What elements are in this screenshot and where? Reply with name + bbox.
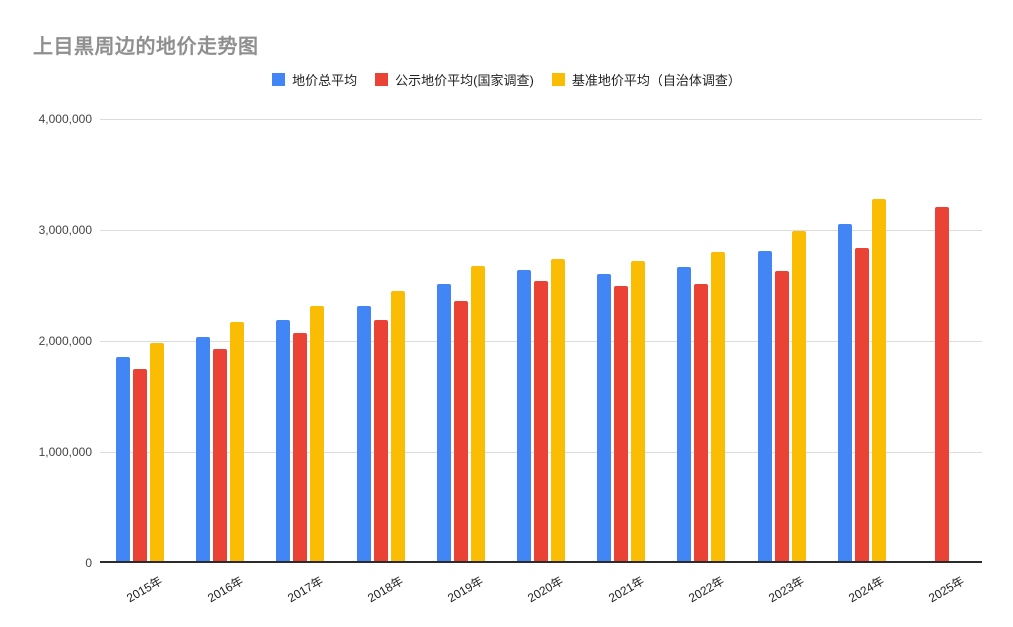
bar-基准地价平均（自治体调查）-2023年[interactable]	[791, 231, 806, 561]
bar-group-2018年: 2018年	[341, 119, 421, 605]
bar-地价总平均-2018年[interactable]	[356, 305, 371, 561]
bar-公示地价平均(国家调查)-2021年[interactable]	[614, 285, 629, 561]
bar-group-2015年: 2015年	[100, 119, 180, 605]
legend-item-official-price: 公示地价平均(国家调查)	[375, 70, 534, 89]
legend-item-benchmark-price: 基准地价平均（自治体调查）	[551, 70, 741, 89]
x-tick-label: 2025年	[926, 573, 967, 606]
x-tick-label: 2017年	[284, 573, 326, 606]
bar-group-2019年: 2019年	[421, 119, 501, 605]
bar-基准地价平均（自治体调查）-2019年[interactable]	[470, 265, 485, 561]
x-tick-label: 2019年	[445, 573, 486, 606]
bar-group-2021年: 2021年	[581, 119, 661, 605]
gridline	[100, 119, 982, 120]
bar-地价总平均-2019年[interactable]	[436, 283, 451, 561]
bar-公示地价平均(国家调查)-2015年[interactable]	[133, 368, 148, 561]
bar-基准地价平均（自治体调查）-2015年[interactable]	[150, 343, 165, 561]
y-axis: 4,000,000 3,000,000 2,000,000 1,000,000 0	[0, 112, 92, 570]
x-tick-label: 2018年	[365, 573, 406, 606]
bar-groups: 2015年 2016年 2017年 2018年 2019年 2020年 2021年 2022年…	[100, 119, 982, 605]
bar-基准地价平均（自治体调查）-2016年[interactable]	[230, 322, 245, 561]
y-tick-label: 1,000,000	[38, 445, 92, 459]
x-tick-label: 2021年	[605, 573, 647, 606]
bar-公示地价平均(国家调查)-2017年[interactable]	[293, 333, 308, 561]
bar-基准地价平均（自治体调查）-2022年[interactable]	[711, 252, 726, 561]
bar-group-2025年: 2025年	[902, 119, 982, 605]
x-tick-label: 2015年	[124, 573, 166, 606]
bar-公示地价平均(国家调查)-2022年[interactable]	[694, 283, 709, 561]
legend-label: 地价总平均	[292, 73, 358, 88]
bar-公示地价平均(国家调查)-2019年[interactable]	[453, 301, 468, 561]
chart-title: 上目黒周边的地价走势图	[33, 36, 259, 58]
bar-基准地价平均（自治体调查）-2018年[interactable]	[390, 291, 405, 561]
bar-地价总平均-2015年[interactable]	[116, 356, 131, 561]
legend-swatch-blue-icon	[272, 73, 286, 86]
bar-group-2022年: 2022年	[661, 119, 741, 605]
x-tick-label: 2020年	[525, 573, 567, 606]
y-tick-label: 2,000,000	[38, 334, 92, 348]
bar-公示地价平均(国家调查)-2024年[interactable]	[854, 247, 869, 561]
legend-label: 基准地价平均（自治体调查）	[571, 73, 741, 88]
bar-基准地价平均（自治体调查）-2020年[interactable]	[551, 259, 566, 561]
gridline	[100, 230, 982, 231]
bar-group-2020年: 2020年	[501, 119, 581, 605]
legend-swatch-yellow-icon	[551, 73, 565, 86]
y-tick-label: 0	[85, 556, 92, 570]
bar-地价总平均-2022年[interactable]	[677, 266, 692, 561]
y-tick-label: 3,000,000	[38, 223, 92, 237]
bar-地价总平均-2017年[interactable]	[276, 320, 291, 561]
bar-公示地价平均(国家调查)-2020年[interactable]	[534, 281, 549, 561]
bar-地价总平均-2024年[interactable]	[837, 223, 852, 561]
legend-label: 公示地价平均(国家调查)	[395, 73, 534, 88]
y-tick-label: 4,000,000	[38, 112, 92, 126]
bar-公示地价平均(国家调查)-2016年[interactable]	[213, 349, 228, 561]
bar-公示地价平均(国家调查)-2025年[interactable]	[934, 206, 949, 561]
x-tick-label: 2023年	[766, 573, 807, 606]
legend-item-total-average: 地价总平均	[272, 70, 357, 89]
bar-group-2024年: 2024年	[822, 119, 902, 605]
bar-地价总平均-2016年[interactable]	[196, 336, 211, 561]
bar-group-2017年: 2017年	[260, 119, 340, 605]
bar-公示地价平均(国家调查)-2023年[interactable]	[774, 271, 789, 561]
bar-基准地价平均（自治体调查）-2024年[interactable]	[871, 199, 886, 561]
plot-area: 2015年 2016年 2017年 2018年 2019年 2020年 2021年 2022年…	[100, 119, 982, 605]
x-tick-label: 2016年	[204, 573, 246, 606]
legend-swatch-red-icon	[375, 73, 389, 86]
bar-公示地价平均(国家调查)-2018年[interactable]	[373, 320, 388, 561]
bar-地价总平均-2023年[interactable]	[757, 251, 772, 561]
bar-group-2016年: 2016年	[180, 119, 260, 605]
bar-地价总平均-2020年[interactable]	[517, 270, 532, 561]
legend: 地价总平均 公示地价平均(国家调查) 基准地价平均（自治体调查）	[0, 70, 1013, 89]
x-tick-label: 2024年	[846, 573, 887, 606]
bar-基准地价平均（自治体调查）-2021年[interactable]	[631, 261, 646, 561]
x-tick-label: 2022年	[685, 573, 727, 606]
bar-基准地价平均（自治体调查）-2017年[interactable]	[310, 305, 325, 561]
bar-group-2023年: 2023年	[742, 119, 822, 605]
bar-地价总平均-2021年[interactable]	[597, 273, 612, 561]
